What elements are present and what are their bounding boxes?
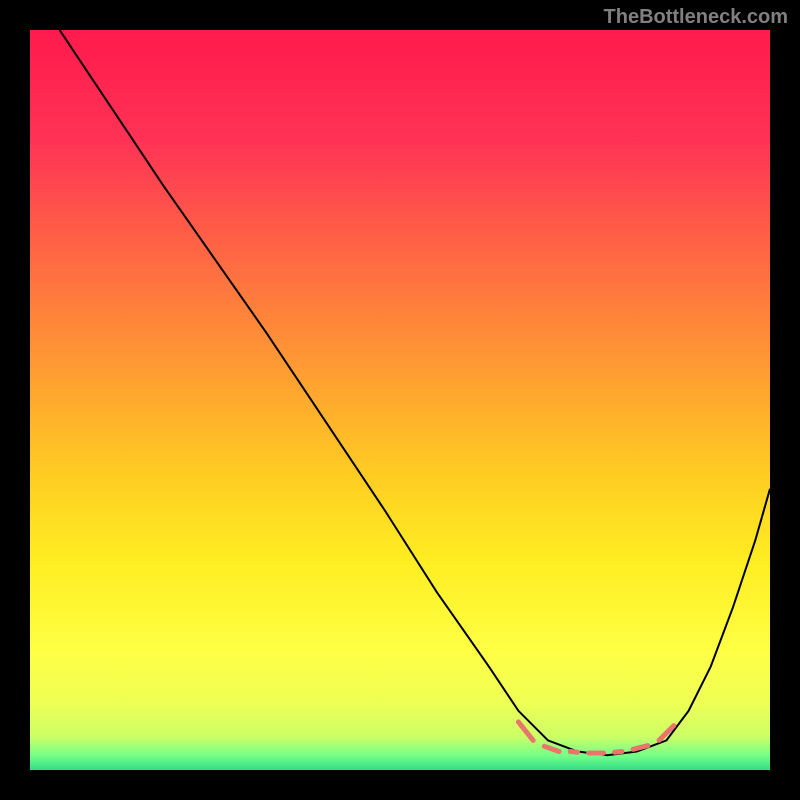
bottleneck-chart — [30, 30, 770, 770]
chart-svg — [30, 30, 770, 770]
watermark: TheBottleneck.com — [604, 6, 788, 29]
